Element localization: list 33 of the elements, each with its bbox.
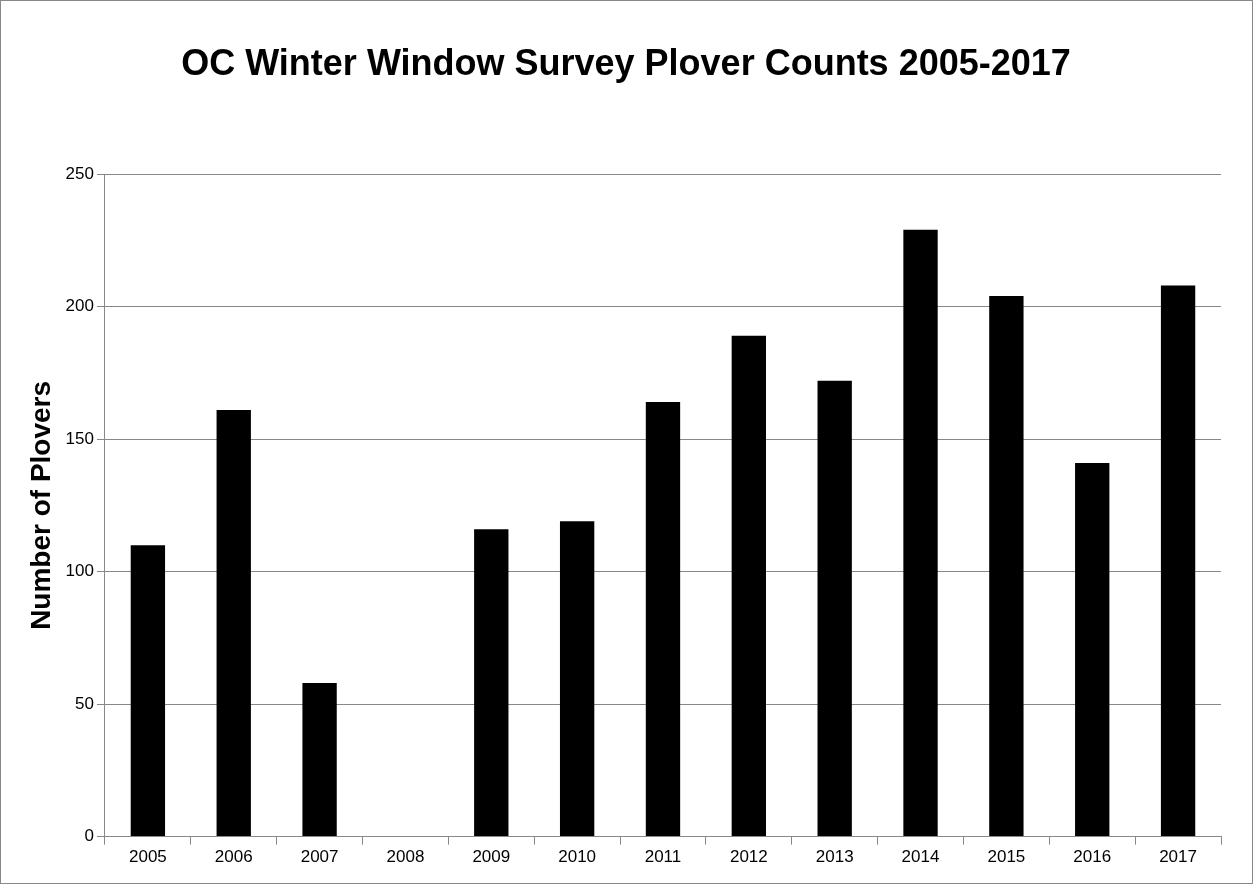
bar bbox=[1075, 463, 1110, 837]
y-axis-title: Number of Plovers bbox=[24, 380, 56, 630]
x-tick-label: 2008 bbox=[386, 847, 425, 867]
x-tick-label: 2012 bbox=[729, 847, 768, 867]
x-tick-label: 2010 bbox=[558, 847, 597, 867]
bar bbox=[130, 545, 166, 837]
y-tick-label: 100 bbox=[65, 561, 94, 581]
bar bbox=[989, 296, 1024, 837]
bar bbox=[817, 380, 852, 837]
bar bbox=[474, 529, 509, 837]
bar bbox=[645, 402, 681, 837]
y-tick-label: 0 bbox=[84, 826, 94, 846]
x-tick-label: 2006 bbox=[214, 847, 253, 867]
x-tick-label: 2013 bbox=[815, 847, 854, 867]
x-tick-label: 2005 bbox=[128, 847, 167, 867]
x-tick-label: 2014 bbox=[901, 847, 940, 867]
y-tick-label: 150 bbox=[65, 428, 94, 448]
x-tick-label: 2016 bbox=[1073, 847, 1112, 867]
x-tick-label: 2015 bbox=[987, 847, 1026, 867]
x-tick-label: 2017 bbox=[1159, 847, 1197, 867]
bar bbox=[302, 682, 337, 837]
chart-title: OC Winter Window Survey Plover Counts 2005-2017 bbox=[180, 41, 1072, 85]
y-tick-label: 50 bbox=[75, 693, 94, 713]
y-tick-label: 200 bbox=[65, 296, 94, 316]
bar bbox=[216, 410, 251, 837]
x-tick-label: 2007 bbox=[300, 847, 339, 867]
y-tick-label: 250 bbox=[65, 163, 94, 183]
bar bbox=[559, 521, 595, 837]
x-tick-label: 2011 bbox=[644, 847, 682, 867]
bar bbox=[1160, 285, 1196, 837]
bar bbox=[731, 335, 766, 837]
bar bbox=[903, 229, 938, 837]
x-tick-label: 2009 bbox=[472, 847, 511, 867]
